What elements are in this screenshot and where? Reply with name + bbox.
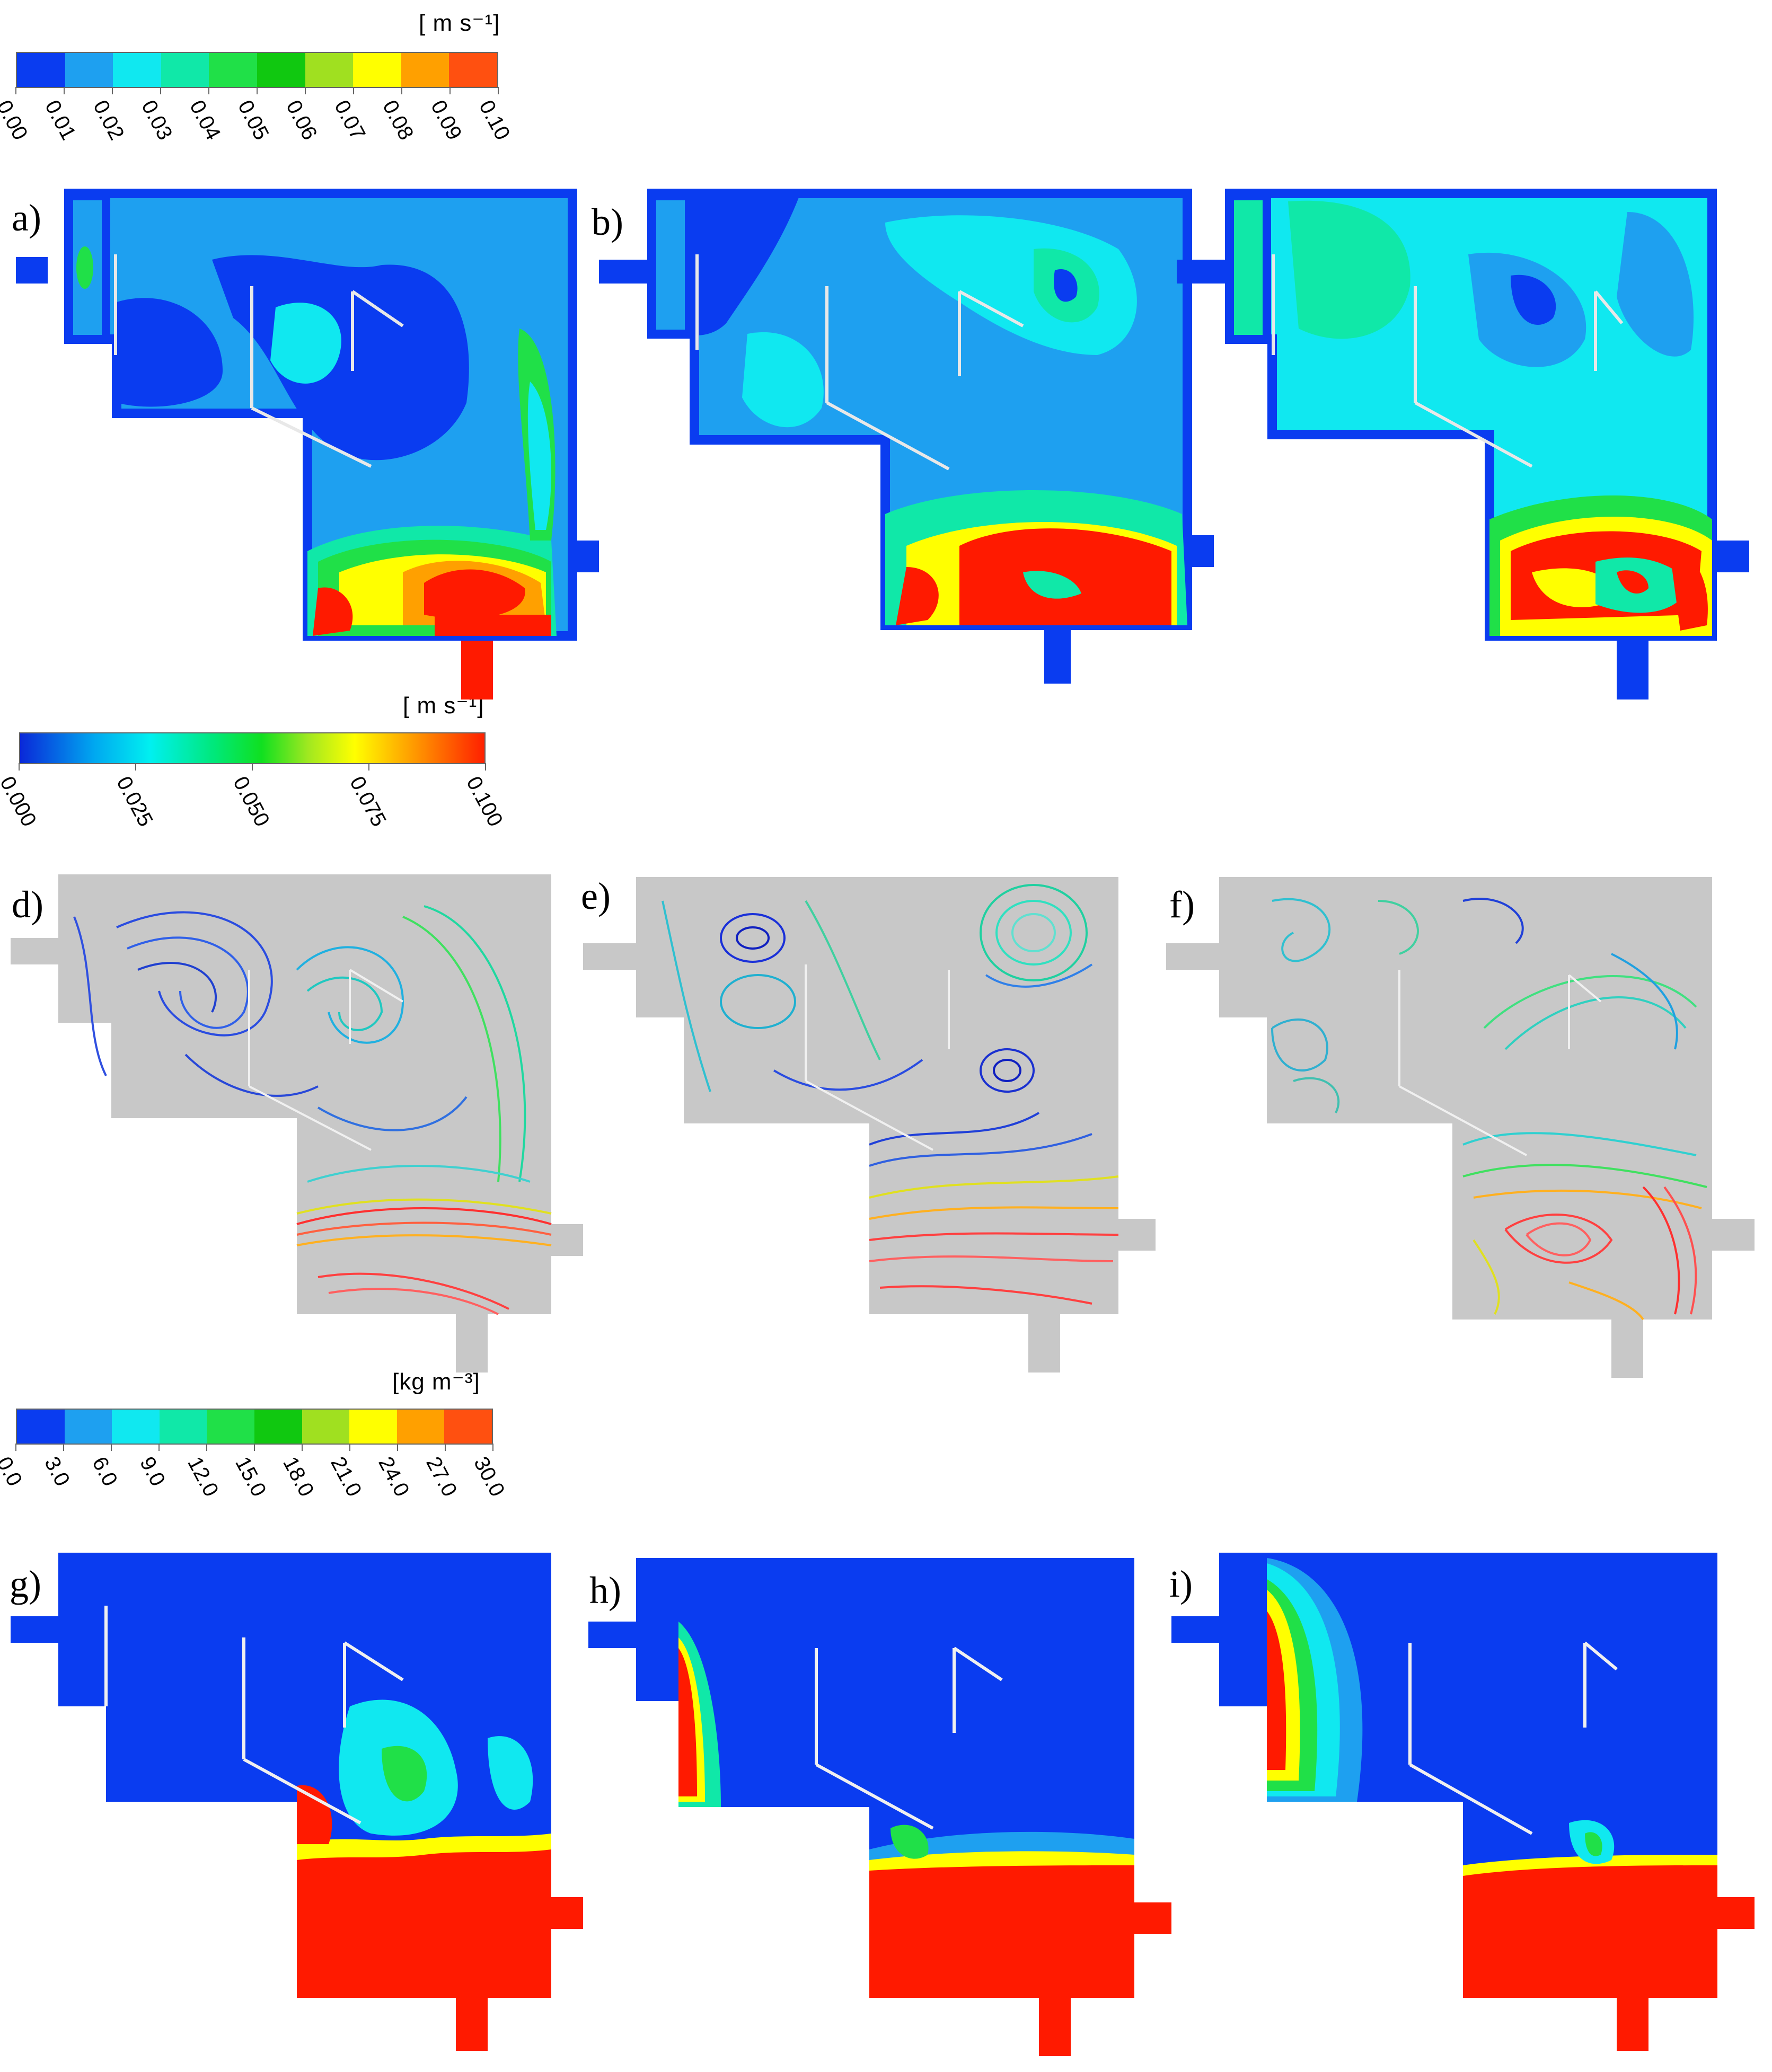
panel-i-density xyxy=(1171,1553,1755,2051)
colorbar-tick-label: 3.0 xyxy=(40,1453,75,1490)
panel-g-density xyxy=(11,1553,583,2051)
colorbar-segment xyxy=(207,1410,254,1444)
colorbar-segment xyxy=(444,1410,492,1444)
colorbar-tick-label: 6.0 xyxy=(87,1453,122,1490)
colorbar-tick-label: 0.07 xyxy=(330,96,370,144)
colorbar-tick-label: 0.100 xyxy=(462,773,507,831)
colorbar-tick-mark xyxy=(305,87,306,94)
colorbar-tick-label: 0.08 xyxy=(378,96,418,144)
colorbar-tick-mark xyxy=(15,87,16,94)
colorbar-segment xyxy=(401,53,449,87)
colorbar-segment xyxy=(396,1410,445,1444)
colorbar-tick-mark xyxy=(15,1444,16,1451)
colorbar-segment xyxy=(112,1410,160,1444)
panel-h-density xyxy=(588,1558,1171,2056)
colorbar-segment xyxy=(305,53,354,87)
colorbar-tick-label: 0.050 xyxy=(228,773,274,831)
colorbar-tick-label: 0.025 xyxy=(112,773,157,831)
panel-label-a: a) xyxy=(12,197,41,239)
colorbar-tick-label: 0.00 xyxy=(0,96,32,144)
colorbar-segment xyxy=(159,1410,207,1444)
colorbar-segment xyxy=(349,1410,397,1444)
colorbar-tick-mark xyxy=(353,87,354,94)
panel-label-f: f) xyxy=(1169,883,1195,926)
colorbar-tick-label: 24.0 xyxy=(374,1453,414,1501)
colorbar-tick-mark xyxy=(368,763,369,771)
colorbar-segment xyxy=(257,53,305,87)
panel-label-i: i) xyxy=(1169,1563,1193,1605)
colorbar-tick-mark xyxy=(449,87,451,94)
panel-b-velocity-contour xyxy=(599,189,1214,684)
panel-d-streamlines xyxy=(11,874,583,1373)
colorbar-segment xyxy=(449,53,497,87)
panel-label-h: h) xyxy=(589,1569,621,1611)
panel-label-g: g) xyxy=(10,1563,41,1605)
colorbar-tick-mark xyxy=(252,763,253,771)
colorbar-tick-label: 0.10 xyxy=(474,96,515,144)
panel-label-e: e) xyxy=(581,875,611,917)
colorbar-tick-label: 27.0 xyxy=(421,1453,462,1501)
colorbar-tick-label: 9.0 xyxy=(135,1453,170,1490)
colorbar-tick-mark xyxy=(112,87,113,94)
velocity-streamline-colorbar xyxy=(19,732,486,764)
panel-label-b: b) xyxy=(592,201,623,243)
colorbar-tick-mark xyxy=(401,87,402,94)
colorbar-tick-mark xyxy=(160,87,161,94)
panel-c-velocity-contour xyxy=(1177,189,1749,699)
panel-f-streamlines xyxy=(1166,877,1755,1378)
colorbar-tick-label: 0.03 xyxy=(137,96,177,144)
colorbar-tick-mark xyxy=(349,1444,350,1451)
colorbar-tick-mark xyxy=(397,1444,398,1451)
colorbar-segment xyxy=(64,1410,112,1444)
colorbar-tick-mark xyxy=(302,1444,303,1451)
colorbar-tick-mark xyxy=(135,763,136,771)
colorbar-segment xyxy=(17,1410,65,1444)
panel-e-streamlines xyxy=(583,877,1156,1373)
colorbar-tick-mark xyxy=(64,87,65,94)
colorbar-tick-label: 0.075 xyxy=(345,773,391,831)
colorbar-segment xyxy=(161,53,209,87)
colorbar-tick-mark xyxy=(257,87,258,94)
colorbar-tick-mark xyxy=(492,1444,493,1451)
colorbar-tick-mark xyxy=(445,1444,446,1451)
colorbar-segment xyxy=(65,53,113,87)
colorbar-tick-label: 12.0 xyxy=(183,1453,223,1501)
colorbar-tick-label: 21.0 xyxy=(326,1453,366,1501)
colorbar-tick-label: 0.000 xyxy=(0,773,41,831)
colorbar-tick-mark xyxy=(206,1444,207,1451)
density-colorbar xyxy=(16,1409,493,1445)
colorbar-tick-label: 0.09 xyxy=(426,96,466,144)
colorbar-tick-mark xyxy=(498,87,499,94)
panel-label-d: d) xyxy=(12,883,43,926)
colorbar-segment xyxy=(113,53,161,87)
colorbar-tick-label: 0.05 xyxy=(233,96,274,144)
colorbar-tick-label: 0.06 xyxy=(281,96,322,144)
colorbar-tick-label: 0.04 xyxy=(185,96,225,144)
velocity-contour-colorbar xyxy=(16,52,498,88)
colorbar-tick-label: 0.02 xyxy=(89,96,129,144)
colorbar-tick-label: 15.0 xyxy=(231,1453,271,1501)
colorbar-tick-mark xyxy=(158,1444,160,1451)
colorbar-segment xyxy=(17,53,65,87)
colorbar-tick-mark xyxy=(485,763,486,771)
colorbar-tick-mark xyxy=(111,1444,112,1451)
colorbar-segment xyxy=(302,1410,350,1444)
colorbar-segment xyxy=(209,53,257,87)
colorbar-tick-mark xyxy=(63,1444,64,1451)
colorbar-tick-mark xyxy=(19,763,20,771)
colorbar-tick-mark xyxy=(254,1444,255,1451)
colorbar-tick-label: 0.0 xyxy=(0,1453,27,1490)
colorbar-tick-label: 30.0 xyxy=(469,1453,509,1501)
colorbar-segment xyxy=(353,53,401,87)
colorbar-tick-label: 18.0 xyxy=(278,1453,319,1501)
density-unit: [kg m⁻³] xyxy=(392,1369,480,1395)
colorbar-segment xyxy=(254,1410,302,1444)
velocity-contour-unit: [ m s⁻¹] xyxy=(419,10,500,36)
panel-a-velocity-contour xyxy=(16,189,599,699)
colorbar-tick-mark xyxy=(208,87,209,94)
colorbar-tick-label: 0.01 xyxy=(40,96,81,144)
